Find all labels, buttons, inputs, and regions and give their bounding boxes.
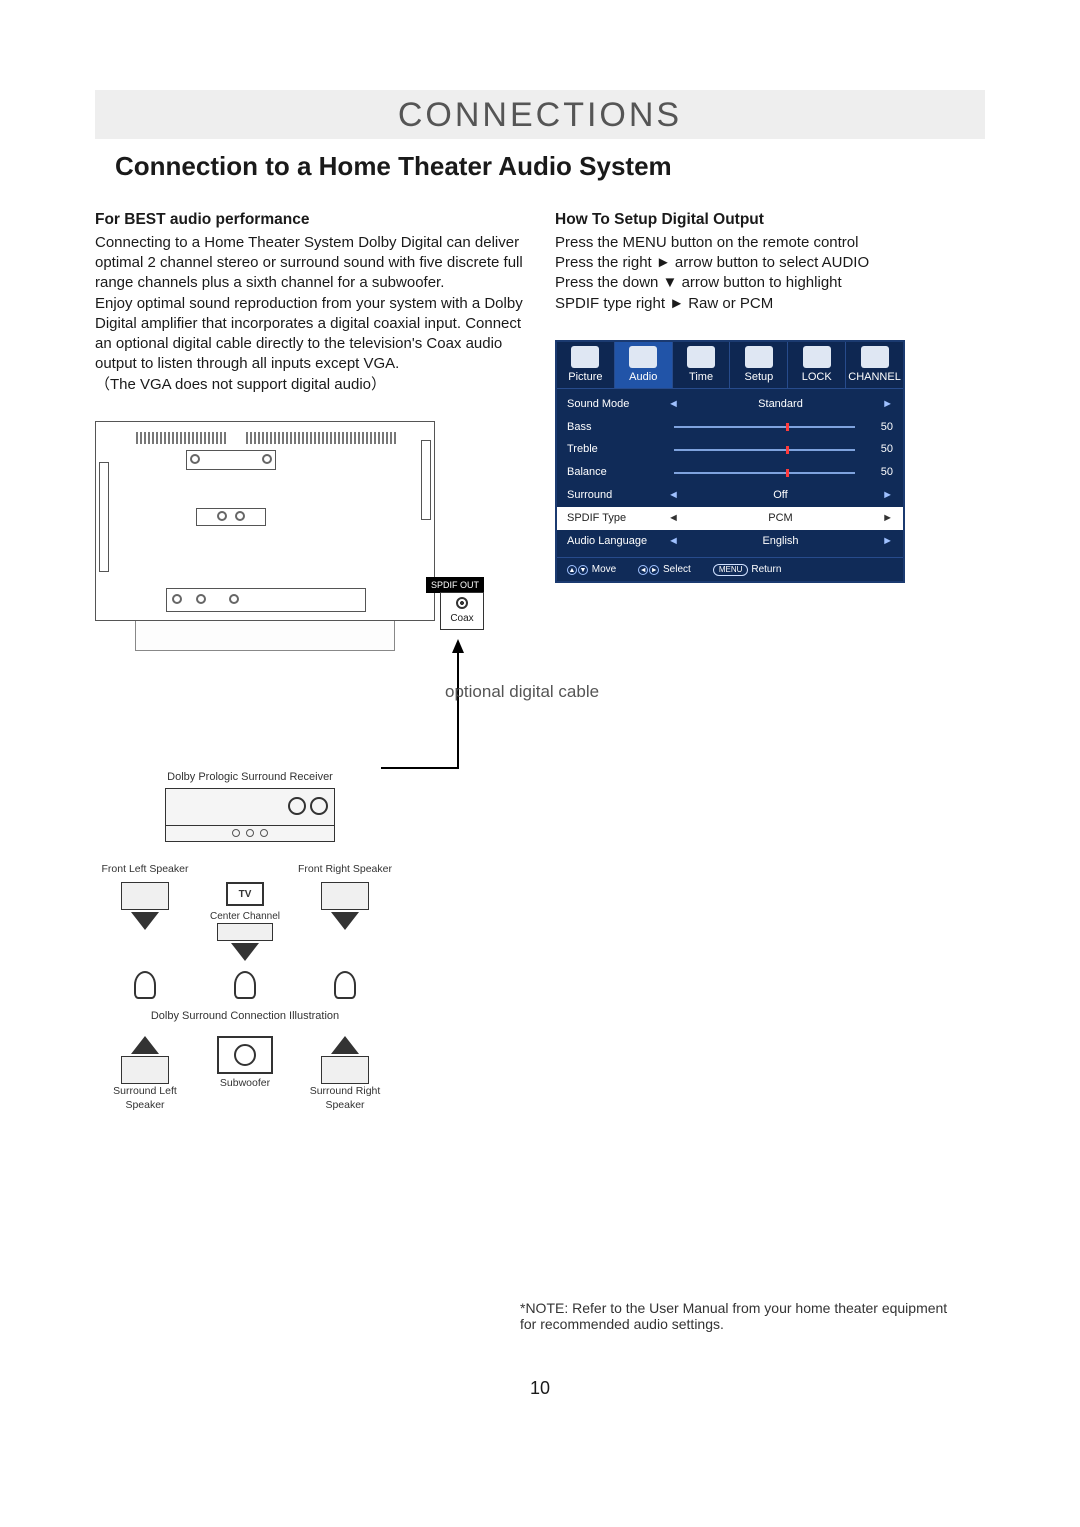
cable-label: optional digital cable (445, 681, 599, 704)
balance-slider[interactable] (674, 472, 855, 474)
right-arrow-icon[interactable]: ► (882, 511, 893, 526)
footnote: *NOTE: Refer to the User Manual from you… (520, 1300, 960, 1332)
osd-footer: ▲▼ Move ◄► Select MENUReturn (557, 557, 903, 582)
section-title-band: CONNECTIONS (95, 90, 985, 139)
page-subtitle: Connection to a Home Theater Audio Syste… (115, 151, 985, 182)
right-arrow-icon[interactable]: ► (882, 488, 893, 503)
cable-line-2 (381, 767, 459, 769)
right-line-3: Press the down ▼ arrow button to highlig… (555, 273, 985, 293)
osd-menu: Picture Audio Time Setup LOCK CHANNEL So… (555, 340, 905, 584)
tv-stand (135, 621, 395, 651)
treble-slider[interactable] (674, 449, 855, 451)
left-heading: For BEST audio performance (95, 210, 525, 231)
receiver-box (165, 788, 335, 826)
osd-tab-lock[interactable]: LOCK (788, 342, 846, 388)
tv-back-panel: SPDIF OUT Coax (95, 421, 435, 621)
page-number: 10 (0, 1378, 1080, 1399)
picture-icon (571, 346, 599, 368)
receiver: Dolby Prologic Surround Receiver (165, 771, 335, 842)
osd-rows: Sound Mode ◄ Standard ► Bass 50 Treble 5… (557, 389, 903, 557)
right-line-4: SPDIF type right ► Raw or PCM (555, 294, 985, 314)
osd-row-spdif[interactable]: SPDIF Type ◄ PCM ► (557, 507, 903, 530)
left-column: For BEST audio performance Connecting to… (95, 210, 525, 1112)
osd-tab-picture[interactable]: Picture (557, 342, 615, 388)
left-arrow-icon[interactable]: ◄ (668, 397, 679, 412)
subwoofer-label: Subwoofer (195, 1076, 295, 1090)
subwoofer-icon (217, 1036, 273, 1074)
content-columns: For BEST audio performance Connecting to… (95, 210, 985, 1112)
person-icon (134, 971, 156, 999)
tv-icon: TV (226, 882, 264, 906)
osd-row-surround[interactable]: Surround ◄ Off ► (557, 484, 903, 507)
osd-row-sound-mode[interactable]: Sound Mode ◄ Standard ► (557, 393, 903, 416)
osd-tab-channel[interactable]: CHANNEL (846, 342, 903, 388)
bass-slider[interactable] (674, 426, 855, 428)
right-line-1: Press the MENU button on the remote cont… (555, 233, 985, 253)
right-line-2: Press the right ► arrow button to select… (555, 253, 985, 273)
receiver-strip (165, 826, 335, 842)
channel-icon (861, 346, 889, 368)
left-body-1: Connecting to a Home Theater System Dolb… (95, 233, 525, 294)
surround-right-label: Surround Right Speaker (295, 1084, 395, 1112)
audio-icon (629, 346, 657, 368)
osd-tabs: Picture Audio Time Setup LOCK CHANNEL (557, 342, 903, 389)
person-icon (234, 971, 256, 999)
left-arrow-icon[interactable]: ◄ (668, 534, 679, 549)
osd-row-treble[interactable]: Treble 50 (557, 438, 903, 461)
right-arrow-icon[interactable]: ► (882, 397, 893, 412)
cable-line (457, 649, 459, 769)
time-icon (687, 346, 715, 368)
front-left-label: Front Left Speaker (95, 862, 195, 876)
left-arrow-icon[interactable]: ◄ (668, 511, 679, 526)
osd-footer-select: ◄► Select (638, 563, 691, 577)
connection-diagram: SPDIF OUT Coax optional digital cable Do… (95, 421, 435, 1113)
osd-row-balance[interactable]: Balance 50 (557, 461, 903, 484)
right-column: How To Setup Digital Output Press the ME… (555, 210, 985, 1112)
right-heading: How To Setup Digital Output (555, 210, 985, 231)
speaker-layout: Front Left Speaker Front Right Speaker T… (95, 862, 395, 1113)
lock-icon (803, 346, 831, 368)
front-right-label: Front Right Speaker (295, 862, 395, 876)
osd-row-audio-language[interactable]: Audio Language ◄ English ► (557, 530, 903, 553)
coax-output: Coax (440, 592, 484, 631)
coax-label: Coax (450, 613, 473, 624)
receiver-title: Dolby Prologic Surround Receiver (165, 771, 335, 784)
osd-tab-audio[interactable]: Audio (615, 342, 673, 388)
center-label: Center Channel (195, 910, 295, 924)
left-body-2: Enjoy optimal sound reproduction from yo… (95, 294, 525, 375)
osd-tab-time[interactable]: Time (673, 342, 731, 388)
left-body-3: （The VGA does not support digital audio） (95, 375, 525, 395)
osd-footer-move: ▲▼ Move (567, 563, 616, 577)
section-title: CONNECTIONS (95, 96, 985, 135)
osd-tab-setup[interactable]: Setup (730, 342, 788, 388)
surround-left-label: Surround Left Speaker (95, 1084, 195, 1112)
left-arrow-icon[interactable]: ◄ (668, 488, 679, 503)
right-arrow-icon[interactable]: ► (882, 534, 893, 549)
coax-jack-icon (456, 597, 468, 609)
osd-row-bass[interactable]: Bass 50 (557, 416, 903, 439)
spdif-label: SPDIF OUT (426, 577, 484, 593)
person-icon (334, 971, 356, 999)
osd-footer-return: MENUReturn (713, 563, 782, 577)
illustration-label: Dolby Surround Connection Illustration (95, 1009, 395, 1024)
setup-icon (745, 346, 773, 368)
